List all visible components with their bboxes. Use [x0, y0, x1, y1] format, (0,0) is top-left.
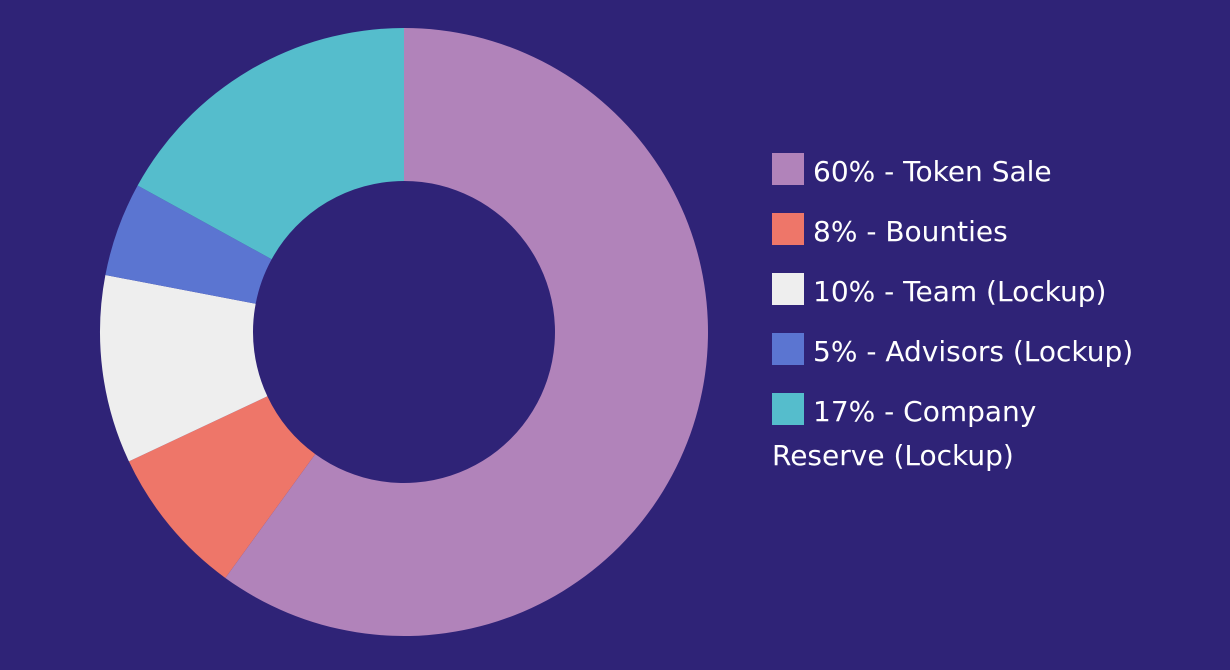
- legend-item-token-sale: 60% - Token Sale: [772, 150, 1152, 194]
- legend-item-advisors: 5% - Advisors (Lockup): [772, 330, 1152, 374]
- legend-label-team: 10% - Team (Lockup): [813, 275, 1107, 308]
- legend-label-bounties: 8% - Bounties: [813, 215, 1008, 248]
- legend-swatch-advisors: [772, 333, 804, 365]
- legend-item-team: 10% - Team (Lockup): [772, 270, 1152, 314]
- legend-label-company-reserve: 17% - Company Reserve (Lockup): [772, 395, 1037, 472]
- legend-swatch-bounties: [772, 213, 804, 245]
- slice-advisors-lockup: [105, 185, 272, 304]
- slice-token-sale: [225, 28, 709, 636]
- slice-team-lockup: [100, 275, 268, 462]
- legend-item-company-reserve: 17% - Company Reserve (Lockup): [772, 390, 1152, 478]
- donut-slices: [100, 28, 709, 636]
- legend-swatch-team: [772, 273, 804, 305]
- legend-label-advisors: 5% - Advisors (Lockup): [813, 335, 1134, 368]
- legend-label-token-sale: 60% - Token Sale: [813, 155, 1052, 188]
- legend-item-bounties: 8% - Bounties: [772, 210, 1152, 254]
- chart-legend: 60% - Token Sale 8% - Bounties 10% - Tea…: [772, 150, 1152, 494]
- legend-swatch-company-reserve: [772, 393, 804, 425]
- legend-swatch-token-sale: [772, 153, 804, 185]
- slice-bounties: [128, 396, 316, 578]
- slice-company-reserve-lockup: [137, 28, 404, 260]
